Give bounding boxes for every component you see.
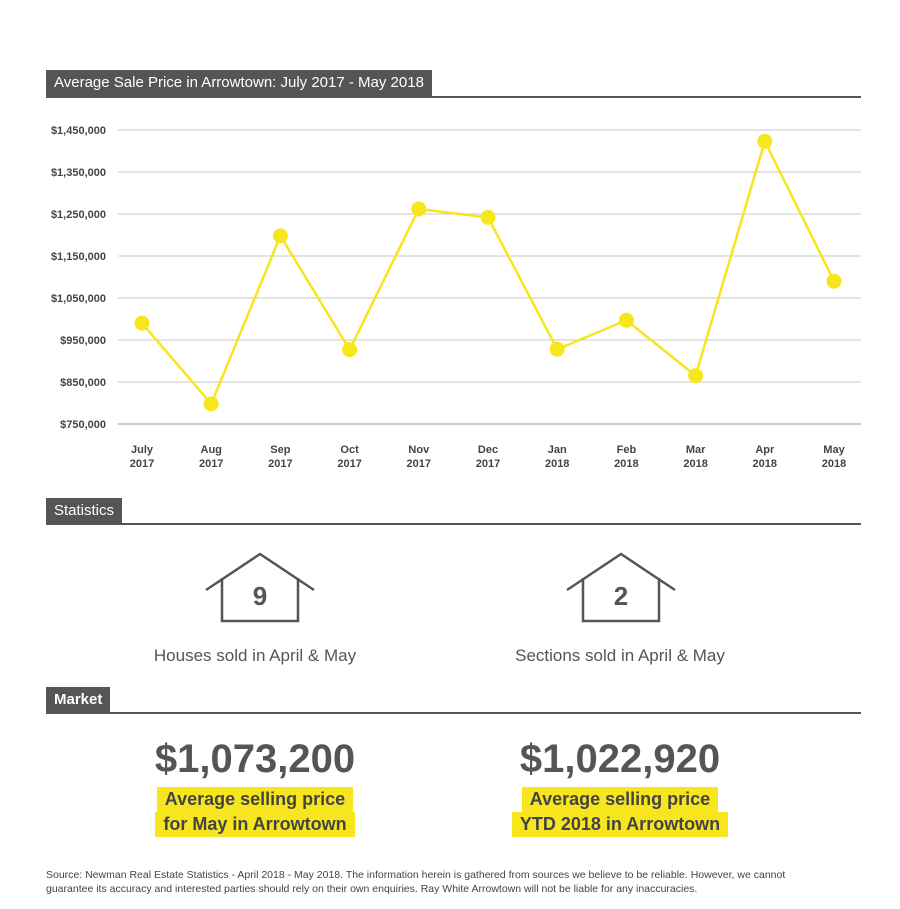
data-point [203, 396, 219, 412]
data-point [757, 133, 773, 149]
statistics-title: Statistics [46, 498, 123, 524]
may-average-price: $1,073,200 [154, 737, 356, 781]
x-tick-label: 2017 [268, 458, 292, 470]
x-tick-label: 2018 [822, 458, 846, 470]
x-tick-label: Sep [270, 444, 290, 456]
x-tick-label: 2018 [683, 458, 707, 470]
chart-title: Average Sale Price in Arrowtown: July 20… [46, 70, 432, 96]
y-tick-label: $950,000 [60, 335, 106, 347]
ytd-average-label: Average selling price YTD 2018 in Arrowt… [465, 787, 775, 837]
x-tick-label: Mar [686, 444, 706, 456]
x-tick-label: 2018 [753, 458, 777, 470]
ytd-average-price: $1,022,920 [519, 737, 721, 781]
data-point [411, 201, 427, 217]
sections-caption: Sections sold in April & May [515, 646, 725, 665]
data-point [134, 315, 150, 331]
may-label-line2: for May in Arrowtown [155, 812, 355, 837]
x-tick-label: Aug [201, 444, 222, 456]
may-label-line1: Average selling price [156, 787, 354, 812]
houses-caption: Houses sold in April & May [153, 646, 357, 665]
houses-count: 9 [253, 581, 267, 611]
y-tick-label: $1,150,000 [51, 251, 106, 263]
house-icon: 9 [205, 552, 315, 623]
x-tick-label: May [823, 444, 845, 456]
source-footnote: Source: Newman Real Estate Statistics - … [46, 868, 861, 896]
data-point [480, 209, 496, 225]
x-tick-label: 2018 [545, 458, 569, 470]
x-tick-label: July [131, 444, 154, 456]
x-tick-label: Oct [340, 444, 359, 456]
x-tick-label: Dec [478, 444, 498, 456]
y-tick-label: $750,000 [60, 419, 106, 431]
y-tick-label: $1,050,000 [51, 293, 106, 305]
x-tick-label: 2017 [407, 458, 431, 470]
data-point [826, 273, 842, 289]
footnote-line-2: guarantee its accuracy and interested pa… [46, 883, 698, 895]
x-tick-label: Nov [408, 444, 430, 456]
y-tick-label: $850,000 [60, 377, 106, 389]
market-title: Market [46, 687, 111, 713]
y-tick-label: $1,450,000 [51, 125, 106, 137]
data-point [272, 228, 288, 244]
ytd-label-line1: Average selling price [521, 787, 719, 812]
line-chart: $750,000 $850,000 $950,000 $1,050,000 $1,150… [51, 125, 861, 470]
ytd-label-line2: YTD 2018 in Arrowtown [511, 812, 729, 837]
data-point [688, 368, 704, 384]
may-average-label: Average selling price for May in Arrowto… [105, 787, 405, 837]
house-icon: 2 [566, 552, 676, 623]
x-tick-label: 2017 [476, 458, 500, 470]
x-tick-label: Feb [617, 444, 637, 456]
footnote-line-1: Source: Newman Real Estate Statistics - … [46, 869, 786, 881]
y-tick-label: $1,350,000 [51, 167, 106, 179]
series-line [141, 137, 836, 407]
market-title-rule [46, 712, 861, 714]
x-tick-label: 2017 [199, 458, 223, 470]
data-point [549, 341, 565, 357]
y-tick-label: $1,250,000 [51, 209, 106, 221]
data-point [342, 342, 358, 358]
statistics-title-rule [46, 523, 861, 525]
data-point [618, 312, 634, 328]
x-tick-label: 2017 [130, 458, 154, 470]
x-tick-label: Jan [548, 444, 567, 456]
chart-title-rule [46, 96, 861, 98]
x-tick-label: 2017 [337, 458, 361, 470]
sections-count: 2 [614, 581, 628, 611]
x-tick-label: 2018 [614, 458, 638, 470]
x-tick-label: Apr [755, 444, 775, 456]
